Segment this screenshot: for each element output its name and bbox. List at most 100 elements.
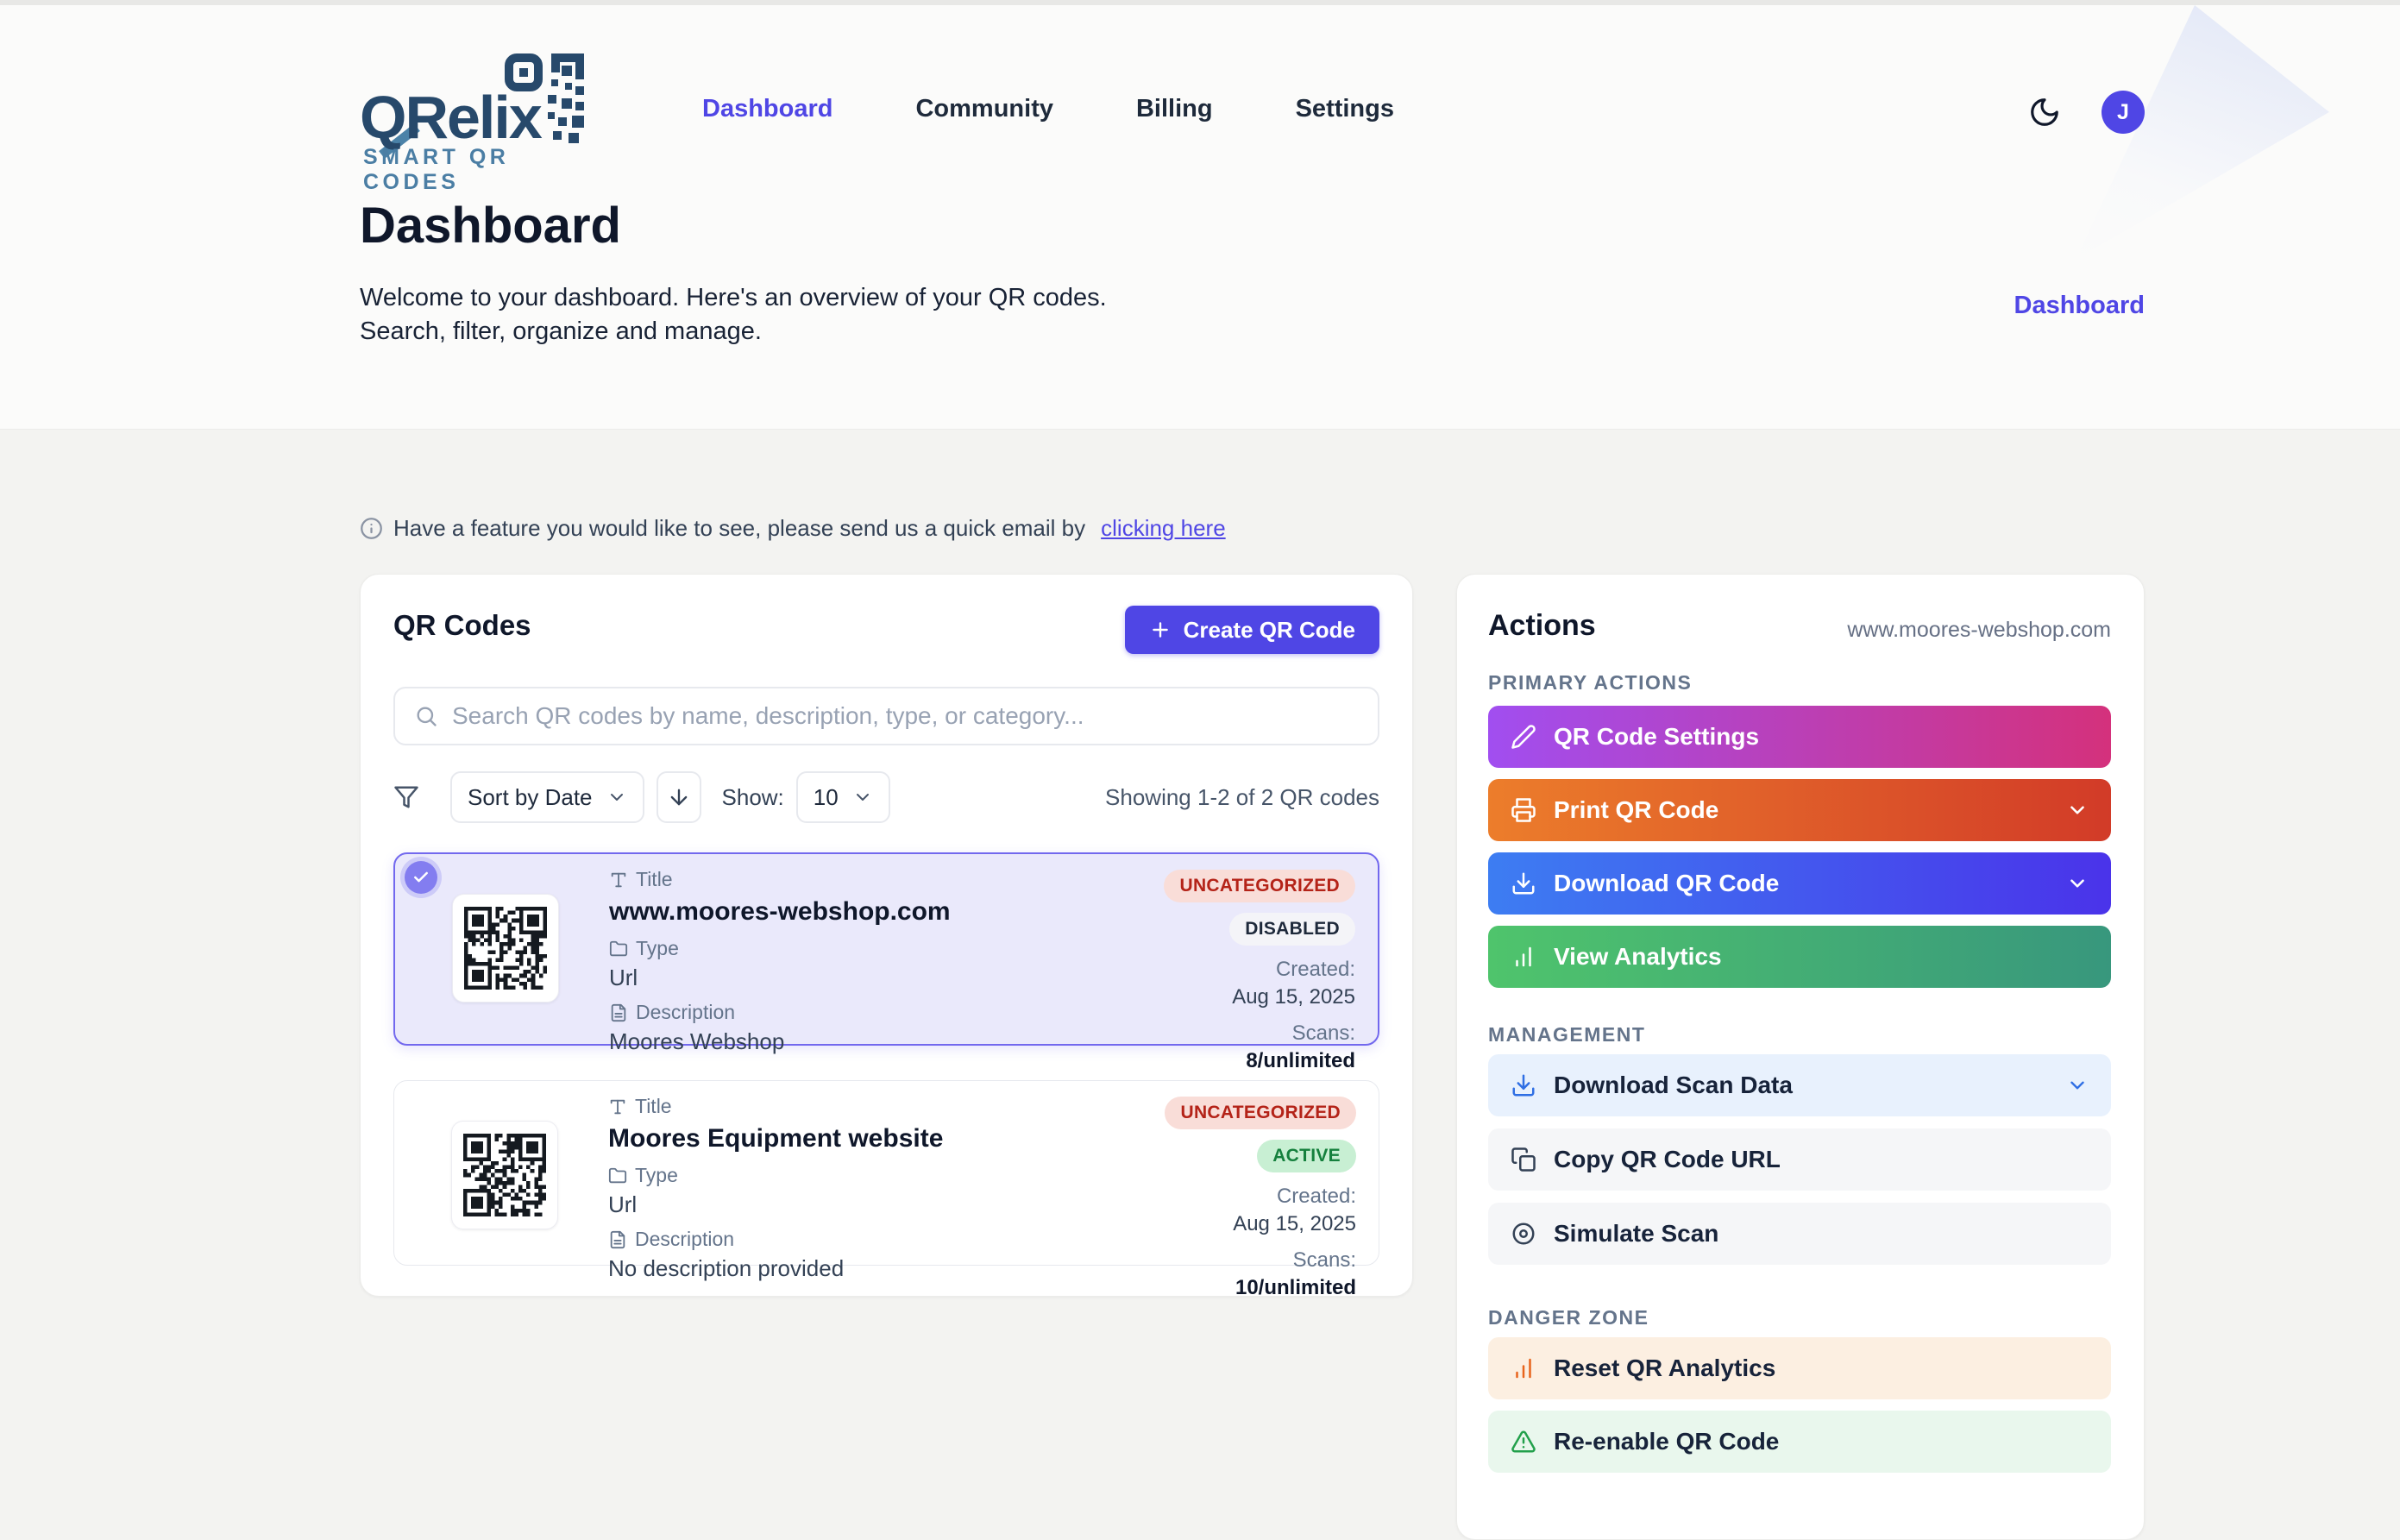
top-strip xyxy=(0,0,2400,5)
qr-card-fields: Title Moores Equipment website Type Url … xyxy=(608,1095,943,1292)
nav-item-settings[interactable]: Settings xyxy=(1295,95,1394,123)
qr-card-selected[interactable]: Title www.moores-webshop.com Type Url De… xyxy=(393,852,1379,1072)
qr-logo-icon xyxy=(505,53,584,143)
show-count-value: 10 xyxy=(813,783,839,810)
folder-icon xyxy=(608,1166,627,1185)
qr-card-title: www.moores-webshop.com xyxy=(609,897,951,926)
download-scan-data-button[interactable]: Download Scan Data xyxy=(1488,1054,2111,1116)
scans-label: Scans: xyxy=(1291,1021,1355,1045)
category-badge: UNCATEGORIZED xyxy=(1165,1097,1356,1129)
feature-notice-text: Have a feature you would like to see, pl… xyxy=(393,515,1086,541)
brand-logo[interactable]: QRelix xyxy=(360,53,593,194)
hero-section: QRelix xyxy=(0,5,2400,430)
plus-icon xyxy=(1149,619,1172,641)
title-label-text: Title xyxy=(636,868,673,890)
print-qr-code-button[interactable]: Print QR Code xyxy=(1488,779,2111,841)
nav-item-billing[interactable]: Billing xyxy=(1135,95,1213,123)
download-qr-code-button[interactable]: Download QR Code xyxy=(1488,852,2111,915)
printer-icon xyxy=(1511,797,1536,823)
file-text-icon xyxy=(609,1003,628,1022)
reset-qr-analytics-label: Reset QR Analytics xyxy=(1554,1355,1776,1381)
copy-qr-code-url-label: Copy QR Code URL xyxy=(1554,1146,1781,1172)
bar-chart-icon xyxy=(1511,1355,1536,1381)
search-icon xyxy=(414,704,438,728)
filter-funnel-icon xyxy=(393,784,419,810)
simulate-scan-button[interactable]: Simulate Scan xyxy=(1488,1203,2111,1265)
folder-icon xyxy=(609,940,628,959)
page-title: Dashboard xyxy=(360,198,621,254)
dark-mode-toggle[interactable] xyxy=(2026,93,2064,131)
status-badge: DISABLED xyxy=(1229,913,1355,946)
actions-panel-title: Actions xyxy=(1488,609,1596,642)
show-count-select[interactable]: 10 xyxy=(795,771,890,823)
feature-notice: Have a feature you would like to see, pl… xyxy=(360,515,1226,542)
scans-value: 10/unlimited xyxy=(1235,1276,1356,1299)
feature-notice-link[interactable]: clicking here xyxy=(1101,515,1226,541)
qr-code-image xyxy=(463,1134,546,1216)
sort-direction-button[interactable] xyxy=(656,771,701,823)
selected-check-badge[interactable] xyxy=(405,861,437,894)
pencil-icon xyxy=(1511,724,1536,750)
type-field-label: Type xyxy=(608,1164,943,1187)
created-label: Created: xyxy=(1276,1185,1356,1208)
search-input[interactable] xyxy=(452,702,1359,730)
filter-button[interactable] xyxy=(393,784,419,810)
management-label: MANAGEMENT xyxy=(1488,1023,1646,1046)
qr-card-meta: UNCATEGORIZED ACTIVE Created: Aug 15, 20… xyxy=(1165,1097,1356,1300)
avatar-initial: J xyxy=(2117,99,2129,124)
moon-icon xyxy=(2028,96,2061,129)
main-nav: Dashboard Community Billing Settings xyxy=(702,95,1394,123)
check-icon xyxy=(412,869,430,886)
bar-chart-icon xyxy=(1511,944,1536,970)
title-field-label: Title xyxy=(608,1095,943,1118)
reset-qr-analytics-button[interactable]: Reset QR Analytics xyxy=(1488,1337,2111,1399)
qr-code-settings-label: QR Code Settings xyxy=(1554,723,1760,750)
show-label: Show: xyxy=(721,783,784,810)
brand-tagline: SMART QR CODES xyxy=(363,145,510,194)
file-text-icon xyxy=(608,1230,627,1249)
brand-name: QRelix xyxy=(360,84,543,151)
primary-actions-group: QR Code Settings Print QR Code Download … xyxy=(1488,706,2111,988)
qr-card-type: Url xyxy=(609,965,638,990)
nav-item-community[interactable]: Community xyxy=(915,95,1053,123)
list-controls: Sort by Date Show: 10 Showing 1-2 of 2 Q… xyxy=(393,771,1379,823)
download-icon xyxy=(1511,871,1536,896)
re-enable-qr-code-button[interactable]: Re-enable QR Code xyxy=(1488,1411,2111,1473)
results-count: Showing 1-2 of 2 QR codes xyxy=(1105,783,1379,810)
sort-select-value: Sort by Date xyxy=(468,783,593,810)
chevron-down-icon xyxy=(852,787,873,808)
nav-item-dashboard[interactable]: Dashboard xyxy=(702,95,833,123)
qr-panel-title: QR Codes xyxy=(393,609,531,641)
create-qr-code-button[interactable]: Create QR Code xyxy=(1124,606,1379,654)
type-field-label: Type xyxy=(609,937,951,960)
breadcrumb-dashboard-link[interactable]: Dashboard xyxy=(2014,292,2145,319)
created-value: Aug 15, 2025 xyxy=(1232,985,1355,1009)
simulate-scan-label: Simulate Scan xyxy=(1554,1220,1719,1247)
subtitle-line-2: Search, filter, organize and manage. xyxy=(360,317,762,345)
avatar[interactable]: J xyxy=(2102,91,2145,134)
download-qr-code-label: Download QR Code xyxy=(1554,870,1780,896)
warning-triangle-icon xyxy=(1511,1429,1536,1455)
view-analytics-button[interactable]: View Analytics xyxy=(1488,926,2111,988)
type-label-text: Type xyxy=(636,937,679,959)
created-value: Aug 15, 2025 xyxy=(1233,1212,1356,1235)
created-label: Created: xyxy=(1275,958,1355,981)
info-icon xyxy=(360,517,383,540)
description-label-text: Description xyxy=(635,1228,735,1250)
management-group: Download Scan Data Copy QR Code URL Simu… xyxy=(1488,1054,2111,1265)
type-text-icon xyxy=(608,1097,627,1116)
sort-select[interactable]: Sort by Date xyxy=(450,771,644,823)
qr-code-settings-button[interactable]: QR Code Settings xyxy=(1488,706,2111,768)
arrow-down-icon xyxy=(667,785,691,809)
spotlight-beam xyxy=(2076,5,2329,260)
qr-card-fields: Title www.moores-webshop.com Type Url De… xyxy=(609,868,951,1065)
page-subtitle: Welcome to your dashboard. Here's an ove… xyxy=(360,281,1107,349)
qr-search xyxy=(393,687,1379,745)
qr-card[interactable]: Title Moores Equipment website Type Url … xyxy=(393,1080,1379,1299)
status-badge: ACTIVE xyxy=(1257,1140,1356,1172)
actions-panel: Actions www.moores-webshop.com PRIMARY A… xyxy=(1456,574,2145,1540)
copy-qr-code-url-button[interactable]: Copy QR Code URL xyxy=(1488,1128,2111,1191)
description-label-text: Description xyxy=(636,1001,736,1023)
description-field-label: Description xyxy=(609,1001,951,1024)
primary-actions-label: PRIMARY ACTIONS xyxy=(1488,671,1693,694)
